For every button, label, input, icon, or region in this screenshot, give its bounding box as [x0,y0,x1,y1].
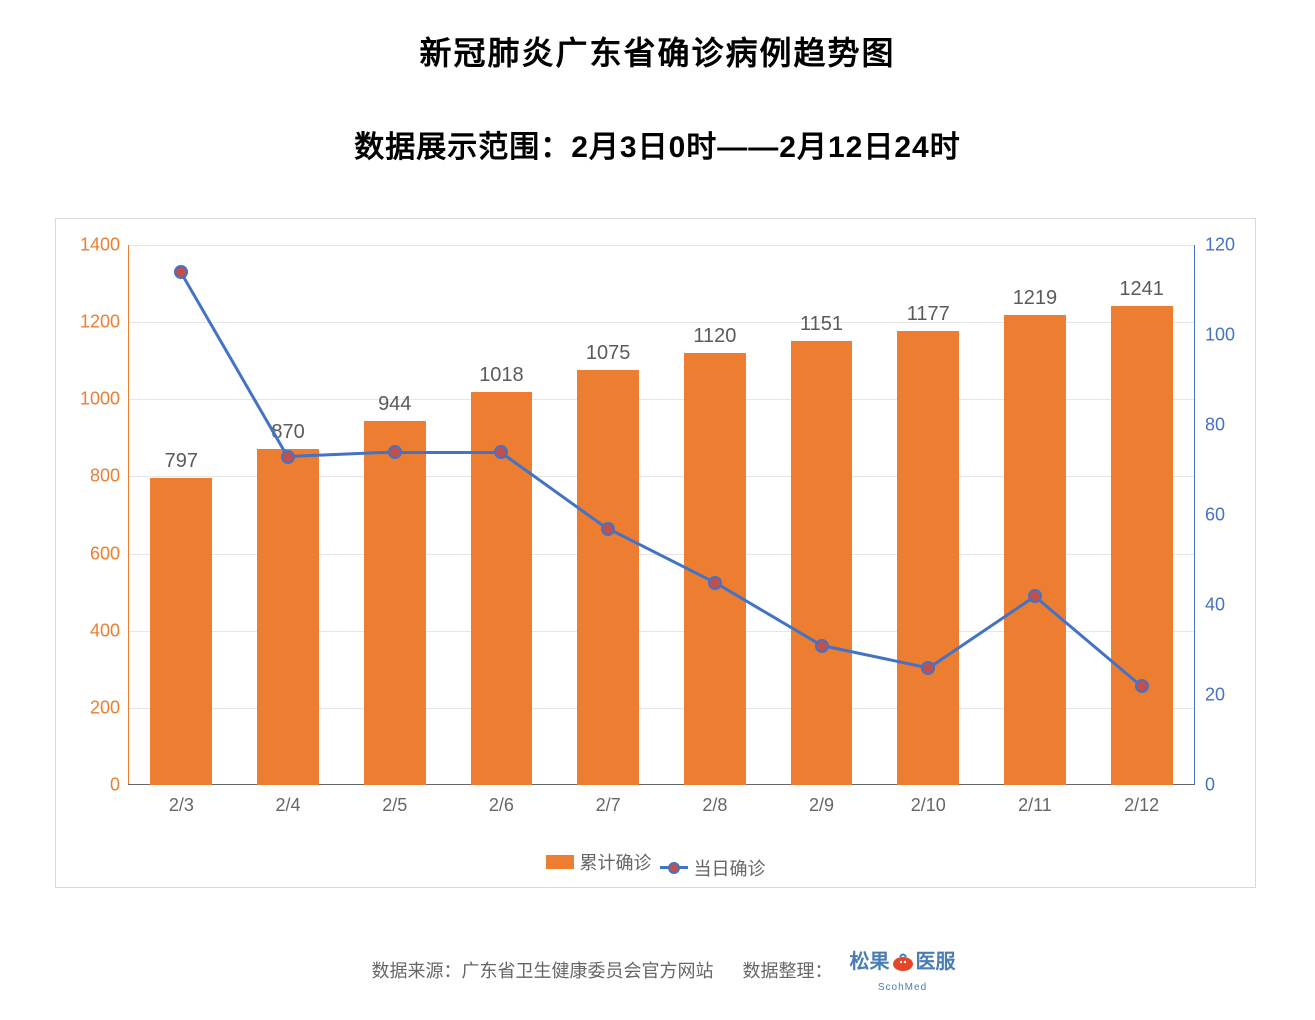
gridline [128,245,1195,246]
x-tick-label: 2/7 [596,795,621,816]
y-right-tick: 60 [1205,505,1225,526]
line-marker [921,661,935,675]
bar [257,449,319,785]
x-tick-label: 2/4 [276,795,301,816]
y-right-tick: 120 [1205,235,1235,256]
y-right-axis [1194,245,1195,785]
y-left-tick: 400 [68,620,120,641]
y-left-tick: 800 [68,466,120,487]
scohmed-logo: 松果 医服 ScohMed [850,945,956,995]
y-left-tick: 1200 [68,312,120,333]
y-right-tick: 20 [1205,685,1225,706]
chart-frame: 7978709441018107511201151117712191241 累计… [55,218,1256,888]
logo-en: ScohMed [878,982,927,993]
x-tick-label: 2/8 [702,795,727,816]
logo-cn-left: 松果 [850,951,890,973]
line-marker [174,265,188,279]
legend-label: 累计确诊 [580,849,652,875]
y-left-axis [128,245,129,785]
line-marker [708,576,722,590]
bar [150,478,212,785]
line-marker [281,450,295,464]
bar [1111,306,1173,785]
x-tick-label: 2/5 [382,795,407,816]
bar-value-label: 1075 [586,342,631,365]
plot-area: 7978709441018107511201151117712191241 [128,245,1195,785]
x-tick-label: 2/6 [489,795,514,816]
line-marker [601,522,615,536]
line-marker [388,445,402,459]
y-right-tick: 100 [1205,325,1235,346]
bar-value-label: 1241 [1119,278,1164,301]
bar-value-label: 1177 [907,303,950,326]
y-right-tick: 40 [1205,595,1225,616]
logo-cn-right: 医服 [916,951,956,973]
bar [897,331,959,785]
x-tick-label: 2/10 [911,795,946,816]
y-left-tick: 200 [68,697,120,718]
bar-value-label: 1120 [693,325,736,348]
bar-value-label: 1018 [479,364,524,387]
legend-swatch-bar [546,855,574,869]
bar [364,421,426,785]
y-left-tick: 1400 [68,235,120,256]
legend-label: 当日确诊 [694,855,766,881]
y-left-tick: 1000 [68,389,120,410]
data-collate-label: 数据整理： [743,957,833,983]
legend-item: 累计确诊 [546,849,652,875]
line-segment [180,271,289,457]
line-marker [1135,679,1149,693]
bar-value-label: 1219 [1013,287,1058,310]
footer: 数据来源：广东省卫生健康委员会官方网站 数据整理： 松果 医服 ScohMed [0,945,1315,995]
y-left-tick: 600 [68,543,120,564]
bar-value-label: 944 [378,393,411,416]
legend-item: 当日确诊 [660,855,766,881]
bar-value-label: 797 [165,450,198,473]
chart-title: 新冠肺炎广东省确诊病例趋势图 [0,0,1315,74]
legend-swatch-line [660,866,688,869]
x-tick-label: 2/9 [809,795,834,816]
legend: 累计确诊 当日确诊 [56,849,1255,881]
bar [1004,315,1066,785]
bar [791,341,853,785]
y-right-tick: 80 [1205,415,1225,436]
line-marker [494,445,508,459]
chart-subtitle: 数据展示范围：2月3日0时——2月12日24时 [0,122,1315,166]
data-source-label: 数据来源：广东省卫生健康委员会官方网站 [371,957,713,983]
x-tick-label: 2/12 [1124,795,1159,816]
y-right-tick: 0 [1205,775,1215,796]
line-marker [1028,589,1042,603]
x-tick-label: 2/11 [1018,795,1052,816]
line-segment [395,451,502,454]
line-marker [815,639,829,653]
bar [577,370,639,785]
y-left-tick: 0 [68,775,120,796]
pinecone-icon [890,950,916,972]
x-tick-label: 2/3 [169,795,194,816]
bar-value-label: 1151 [800,313,843,336]
